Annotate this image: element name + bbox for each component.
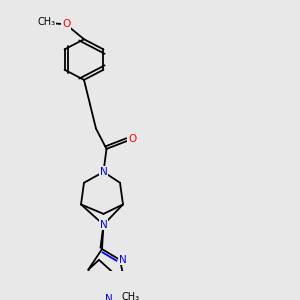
Text: N: N	[105, 294, 112, 300]
Text: CH₃: CH₃	[122, 292, 140, 300]
Text: N: N	[100, 220, 107, 230]
Text: O: O	[128, 134, 136, 144]
Text: CH₃: CH₃	[38, 17, 56, 27]
Text: O: O	[62, 20, 70, 29]
Text: N: N	[100, 167, 107, 177]
Text: N: N	[118, 255, 126, 265]
